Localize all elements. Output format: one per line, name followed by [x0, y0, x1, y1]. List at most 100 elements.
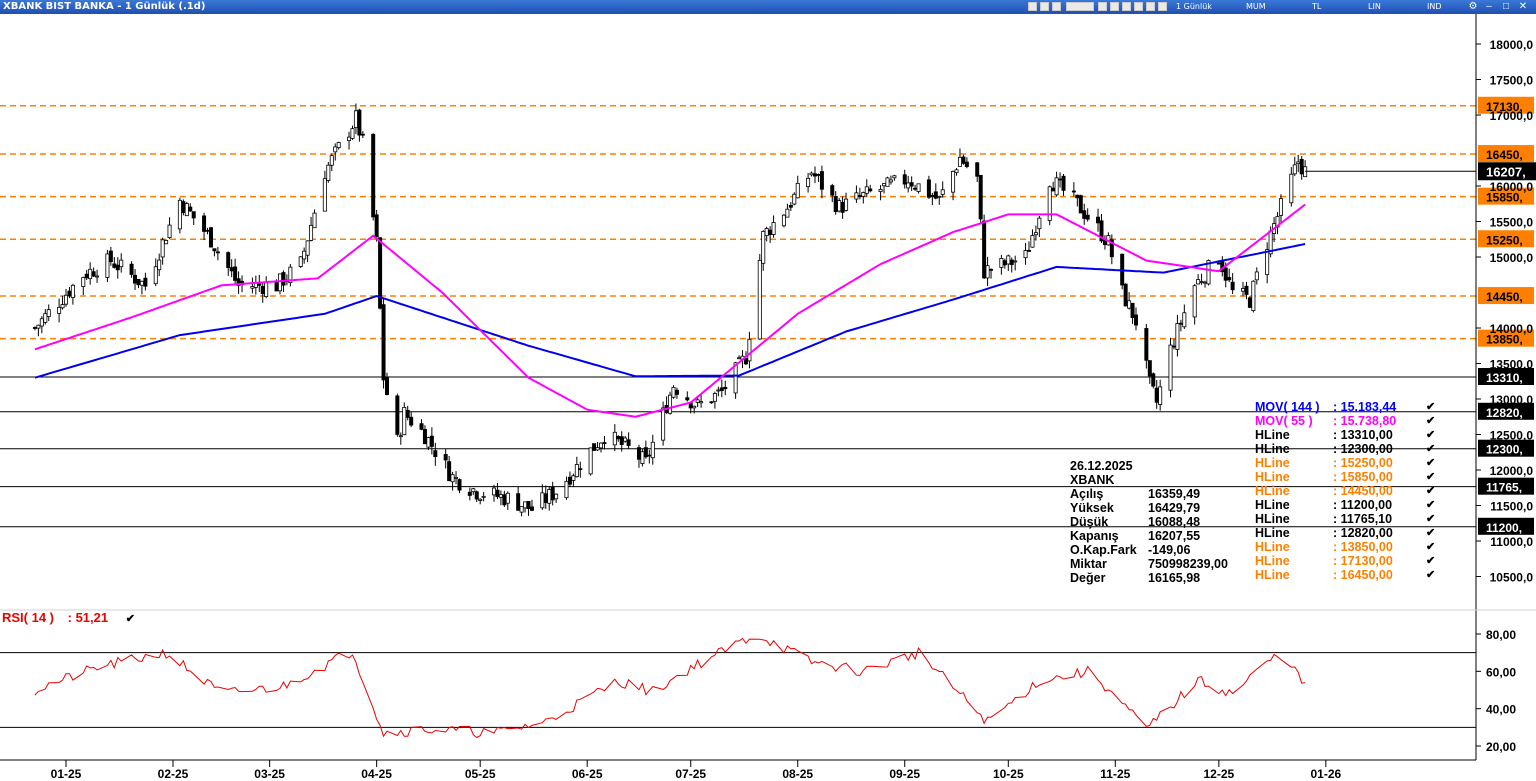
candle-body — [233, 266, 238, 281]
scale-selector[interactable]: LIN — [1368, 2, 1381, 11]
candle-body — [471, 488, 476, 493]
candle-body — [1030, 235, 1035, 248]
hline-tag — [1478, 96, 1534, 114]
candle-body — [830, 185, 835, 196]
toolbar-icon-2[interactable] — [1040, 2, 1049, 11]
legend-check-icon[interactable]: ✔ — [1426, 569, 1436, 581]
candle-body — [844, 198, 849, 211]
legend-check-icon[interactable]: ✔ — [1426, 555, 1436, 567]
candle-body — [599, 442, 604, 449]
candle-body — [961, 156, 966, 164]
candle-body — [360, 133, 365, 136]
legend-name: MOV( 144 ) — [1255, 400, 1320, 414]
candle-body — [1158, 386, 1163, 405]
indicator-selector[interactable]: IND — [1427, 2, 1442, 11]
candle-body — [699, 401, 704, 404]
legend-row: MOV( 55 ): 15.738,80 ✔ — [1255, 414, 1435, 428]
toolbar-icon-6[interactable] — [1122, 2, 1131, 11]
candle-body — [516, 493, 521, 511]
hline-tag-label: 11200, — [1486, 521, 1522, 535]
candle-body — [357, 109, 362, 136]
legend-check-icon[interactable]: ✔ — [1426, 513, 1436, 525]
candle-body — [229, 267, 234, 272]
legend-value: : 15250,00 — [1333, 456, 1393, 470]
candle-body — [1216, 262, 1221, 265]
legend-value: : 13310,00 — [1333, 428, 1393, 442]
legend-check-icon[interactable]: ✔ — [1426, 415, 1436, 427]
candle-body — [1171, 345, 1176, 348]
candle-body — [305, 240, 310, 256]
candle-body — [157, 259, 162, 271]
toolbar-icon-8[interactable] — [1146, 2, 1155, 11]
legend-check-icon[interactable]: ✔ — [1426, 541, 1436, 553]
candle-body — [933, 191, 938, 199]
legend-row: MOV( 144 ): 15.183,44 ✔ — [1255, 400, 1435, 414]
chart-canvas[interactable]: 17130, 16450, 15850, 15250, 14450, 13850, 1331… — [0, 14, 1536, 781]
legend-check-icon[interactable]: ✔ — [1426, 499, 1436, 511]
time-tick-label: 08-25 — [782, 767, 813, 781]
candle-body — [1078, 195, 1083, 214]
candle-body — [208, 227, 213, 248]
legend-check-icon[interactable]: ✔ — [1426, 443, 1436, 455]
rsi-check-icon[interactable]: ✔ — [125, 613, 135, 625]
candle-body — [1130, 302, 1135, 318]
candle-body — [540, 492, 545, 509]
chart-type-selector[interactable]: MUM — [1246, 2, 1266, 11]
candle-body — [502, 494, 507, 506]
candle-body — [550, 486, 555, 501]
candle-body — [1033, 232, 1038, 236]
restore-icon[interactable]: □ — [1502, 1, 1510, 12]
minimize-icon[interactable]: – — [1486, 1, 1492, 12]
toolbar-field-icon[interactable] — [1066, 2, 1094, 11]
toolbar-icon-4[interactable] — [1098, 2, 1107, 11]
candle-body — [405, 409, 410, 418]
candle-body — [1182, 312, 1187, 328]
candle-body — [926, 179, 931, 198]
legend-check-icon[interactable]: ✔ — [1426, 471, 1436, 483]
info-row-label: O.Kap.Fark — [1070, 543, 1137, 557]
candle-body — [91, 271, 96, 277]
candle-body — [88, 268, 93, 280]
candle-body — [975, 162, 980, 177]
candle-body — [913, 187, 918, 190]
candle-body — [1144, 328, 1149, 361]
toolbar-icon-7[interactable] — [1134, 2, 1143, 11]
candle-body — [882, 183, 887, 187]
close-icon[interactable]: ✕ — [1518, 1, 1528, 12]
time-tick-label: 04-25 — [361, 767, 392, 781]
legend-check-icon[interactable]: ✔ — [1426, 429, 1436, 441]
legend-value: : 11765,10 — [1333, 512, 1393, 526]
candle-body — [878, 189, 883, 193]
candle-body — [940, 189, 945, 195]
candle-body — [1254, 271, 1259, 281]
candle-body — [636, 447, 641, 460]
candle-body — [1241, 288, 1246, 292]
candle-body — [70, 284, 75, 298]
candle-body — [792, 193, 797, 205]
candle-body — [954, 169, 959, 174]
help-icon[interactable]: ⚙ — [1468, 1, 1478, 12]
candle-body — [443, 454, 448, 461]
hline-tag — [1478, 477, 1534, 495]
candle-body — [384, 376, 389, 395]
toolbar-icon-9[interactable] — [1158, 2, 1167, 11]
candle-body — [795, 182, 800, 199]
toolbar-icon-1[interactable] — [1028, 2, 1037, 11]
toolbar-icon-3[interactable] — [1052, 2, 1061, 11]
candle-body — [277, 273, 282, 292]
toolbar-icon-5[interactable] — [1110, 2, 1119, 11]
legend-check-icon[interactable]: ✔ — [1426, 401, 1436, 413]
legend-name: HLine — [1255, 554, 1290, 568]
info-row: Kapanış 16207,55 — [1070, 529, 1228, 543]
currency-selector[interactable]: TL — [1312, 2, 1322, 11]
candle-body — [398, 435, 403, 438]
legend-check-icon[interactable]: ✔ — [1426, 485, 1436, 497]
candle-body — [519, 505, 524, 513]
candle-body — [1247, 297, 1252, 308]
legend-check-icon[interactable]: ✔ — [1426, 527, 1436, 539]
info-row-label: Kapanış — [1070, 529, 1119, 543]
period-selector[interactable]: 1 Günlük — [1176, 2, 1212, 11]
hline-tag-label: 12300, — [1486, 443, 1523, 457]
legend-check-icon[interactable]: ✔ — [1426, 457, 1436, 469]
price-tick-label: 11500,0 — [1490, 500, 1533, 514]
